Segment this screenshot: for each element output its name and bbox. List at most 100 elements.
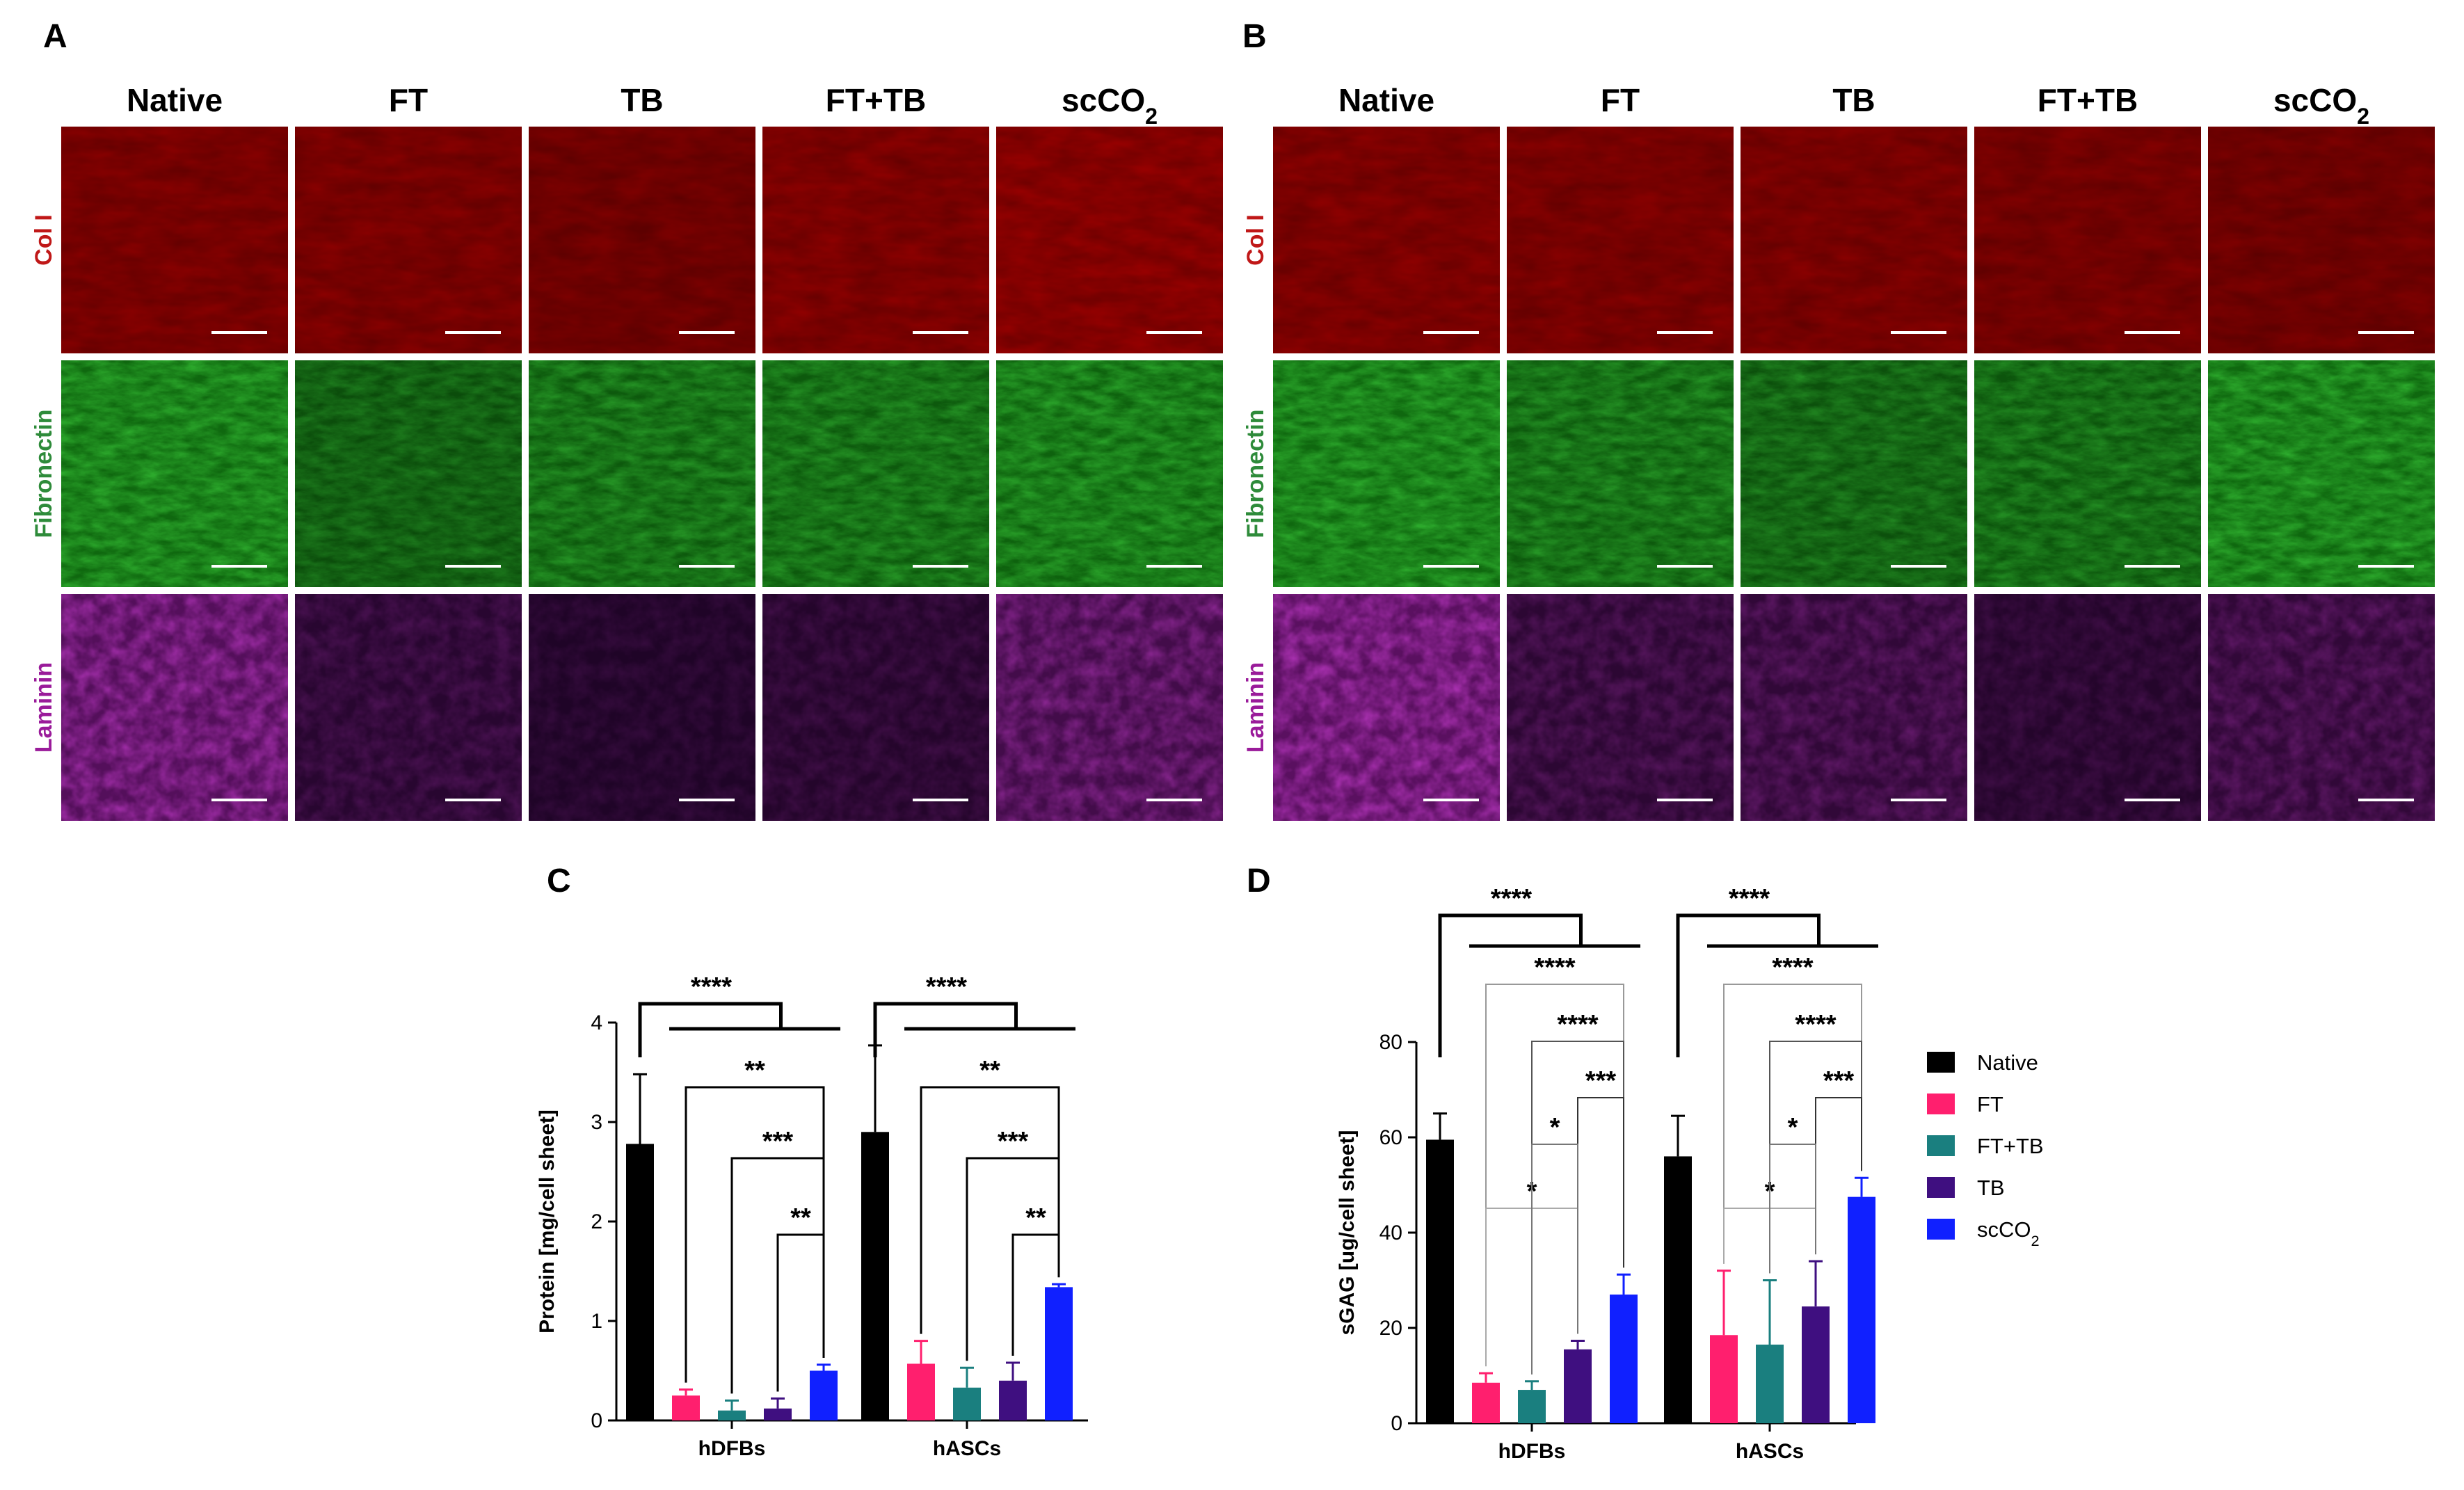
micrograph-tile	[996, 594, 1223, 821]
micrograph-tile	[2208, 594, 2435, 821]
significance-label: **	[744, 1056, 765, 1085]
tile-texture	[61, 594, 288, 821]
legend-item: FT+TB	[1927, 1134, 2044, 1158]
tile-texture	[529, 594, 755, 821]
bar	[1848, 1196, 1875, 1423]
y-tick-label: 0	[591, 1409, 602, 1432]
tile-texture	[996, 594, 1223, 821]
significance-label: ****	[1772, 953, 1813, 982]
significance-label: **	[1025, 1203, 1046, 1233]
row-label: Fibronectin	[1242, 409, 1269, 538]
legend-label: FT	[1977, 1092, 2003, 1116]
micrograph-tile	[295, 360, 522, 587]
bar	[1045, 1287, 1073, 1420]
legend-swatch	[1927, 1052, 1955, 1073]
bar-chart-sgag: 0 20 40 60 80 sGAG [ug/cell sheet] hDFBs hASCs *…	[1247, 863, 1878, 1463]
bar	[626, 1144, 654, 1420]
micrograph-tile	[1741, 594, 1967, 821]
bar	[907, 1363, 935, 1420]
tile-texture	[2208, 127, 2435, 353]
column-header: TB	[621, 82, 663, 118]
bar	[1802, 1306, 1830, 1423]
micrograph-tile	[762, 594, 989, 821]
bar	[861, 1132, 889, 1420]
micrograph-tile	[996, 360, 1223, 587]
row-label: Col I	[31, 214, 57, 266]
y-axis-title: sGAG [ug/cell sheet]	[1336, 1130, 1359, 1335]
tile-texture	[1273, 127, 1500, 353]
tile-texture	[1974, 360, 2201, 587]
significance-bracket	[1011, 1233, 1060, 1356]
x-tick-label: hASCs	[933, 1437, 1001, 1460]
legend-label: scCO2	[1977, 1217, 2040, 1249]
significance-label: ****	[926, 972, 967, 1002]
column-header: Native	[127, 82, 223, 118]
legend-item: FT	[1927, 1092, 2003, 1116]
tile-texture	[762, 360, 989, 587]
panel-letter-c: C	[547, 863, 571, 899]
y-tick-label: 0	[1391, 1412, 1402, 1435]
tile-texture	[529, 127, 755, 353]
legend-swatch	[1927, 1135, 1955, 1156]
y-axis-title: Protein [mg/cell sheet]	[536, 1110, 559, 1333]
x-tick-label: hDFBs	[1498, 1440, 1566, 1463]
significance-label: ***	[1585, 1066, 1617, 1096]
bar	[672, 1395, 700, 1420]
tile-texture	[1273, 360, 1500, 587]
significance-label: ****	[1729, 884, 1770, 913]
micrograph-tile	[2208, 360, 2435, 587]
bar	[764, 1408, 792, 1420]
bar	[1710, 1335, 1738, 1423]
significance-label: ***	[998, 1127, 1029, 1156]
micrograph-tile	[1741, 360, 1967, 587]
significance-bracket	[776, 1233, 825, 1392]
y-tick-label: 20	[1379, 1317, 1402, 1340]
bar	[1664, 1156, 1692, 1423]
micrograph-tile	[1507, 127, 1734, 353]
significance-label: ****	[691, 972, 732, 1002]
significance-bracket	[638, 1002, 783, 1057]
y-tick-label: 2	[591, 1210, 602, 1233]
column-header: scCO2	[1062, 82, 1158, 129]
tile-texture	[1507, 594, 1734, 821]
significance-label: *	[1550, 1113, 1560, 1142]
micrograph-tile	[61, 127, 288, 353]
row-label: Col I	[1242, 214, 1269, 266]
significance-bracket	[1438, 913, 1583, 1057]
micrograph-tile	[1974, 360, 2201, 587]
micrograph-tile	[762, 360, 989, 587]
bar	[999, 1380, 1027, 1420]
significance-label: ***	[1823, 1066, 1855, 1096]
legend-label: TB	[1977, 1176, 2005, 1200]
bar	[1564, 1349, 1592, 1423]
significance-label: ****	[1795, 1010, 1836, 1039]
micrograph-grid-a: Native FT TB FT+TB scCO2 Col I Fibronectin Lami…	[31, 82, 1223, 821]
significance-label: ****	[1491, 884, 1532, 913]
bar	[953, 1387, 981, 1420]
tile-texture	[1741, 127, 1967, 353]
tile-texture	[1974, 594, 2201, 821]
legend-item: scCO2	[1927, 1217, 2040, 1249]
column-header: FT	[389, 82, 428, 118]
micrograph-tile	[1273, 594, 1500, 821]
significance-label: **	[790, 1203, 811, 1233]
micrograph-tile	[295, 594, 522, 821]
x-tick-label: hDFBs	[698, 1437, 766, 1460]
y-tick-label: 60	[1379, 1126, 1402, 1149]
significance-bracket	[966, 1157, 1060, 1361]
micrograph-tile	[2208, 127, 2435, 353]
legend-label: FT+TB	[1977, 1134, 2044, 1158]
micrograph-tile	[1507, 594, 1734, 821]
significance-bracket	[1531, 1144, 1578, 1375]
significance-label: ****	[1557, 1010, 1598, 1039]
y-tick-label: 4	[591, 1011, 602, 1034]
significance-label: ****	[1534, 953, 1575, 982]
tile-texture	[996, 127, 1223, 353]
y-tick-label: 40	[1379, 1221, 1402, 1244]
legend-label: Native	[1977, 1050, 2038, 1075]
column-header: FT+TB	[826, 82, 926, 118]
bar-chart-protein: 0 1 2 3 4 Protein [mg/cell sheet] hDFBs hASCs **…	[536, 863, 1088, 1460]
micrograph-tile	[762, 127, 989, 353]
tile-texture	[762, 594, 989, 821]
micrograph-tile	[996, 127, 1223, 353]
